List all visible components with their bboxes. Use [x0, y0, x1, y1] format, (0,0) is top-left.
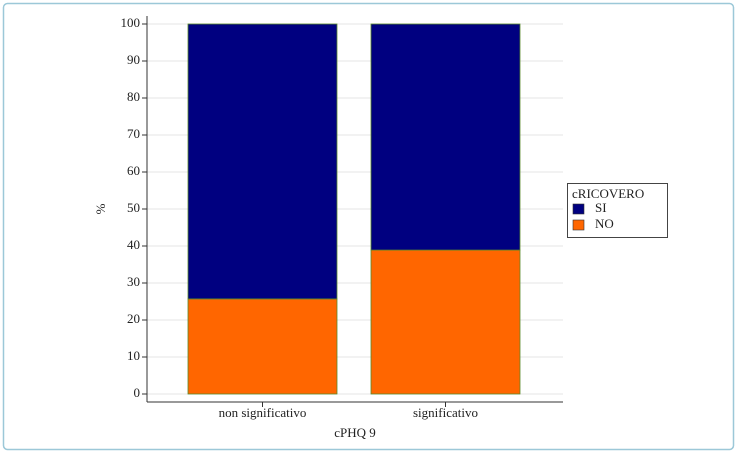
- y-tick-label: 70: [127, 126, 140, 141]
- y-tick-label: 50: [127, 200, 140, 215]
- y-tick-label: 90: [127, 52, 140, 67]
- y-tick-label: 60: [127, 163, 140, 178]
- legend-title: cRICOVERO: [572, 186, 644, 201]
- bar-segment: [187, 298, 338, 395]
- legend-swatch: [572, 219, 585, 231]
- legend-label: NO: [595, 216, 614, 231]
- bar-segment: [370, 249, 521, 395]
- y-tick-label: 10: [127, 348, 140, 363]
- bar-segment: [187, 23, 338, 300]
- x-axis-label: cPHQ 9: [334, 425, 376, 440]
- legend-label: SI: [595, 200, 607, 215]
- frame: [2, 2, 735, 451]
- y-axis-label: %: [93, 203, 108, 214]
- bar-segment: [370, 23, 521, 251]
- y-tick-label: 20: [127, 311, 140, 326]
- x-tick-label: significativo: [413, 405, 478, 420]
- legend-swatch: [572, 203, 585, 215]
- y-tick-label: 100: [121, 15, 141, 30]
- y-tick-label: 80: [127, 89, 140, 104]
- x-tick-label: non significativo: [219, 405, 307, 420]
- y-tick-label: 30: [127, 274, 140, 289]
- y-tick-label: 40: [127, 237, 140, 252]
- y-tick-label: 0: [134, 385, 141, 400]
